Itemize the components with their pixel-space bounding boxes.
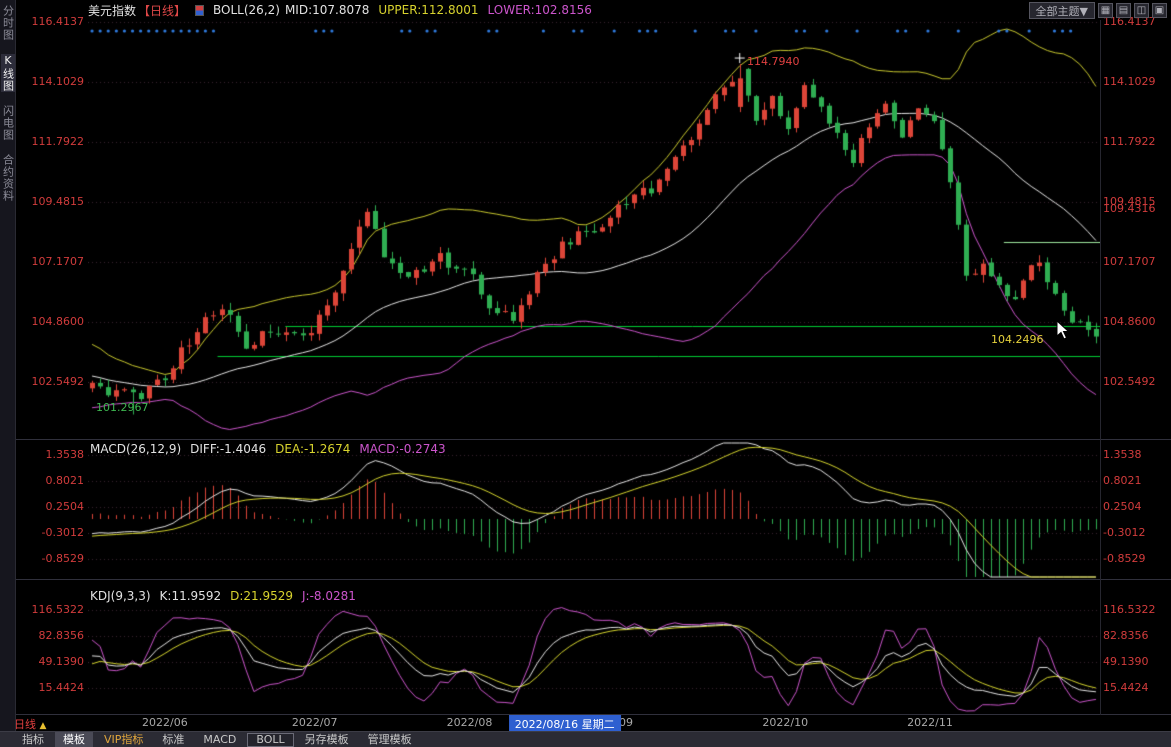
- tab-manage-template[interactable]: 管理模板: [367, 733, 412, 746]
- date-label: 2022/07: [291, 716, 338, 729]
- macd-value: MACD:-0.2743: [359, 442, 446, 456]
- crosshair-date-badge: 2022/08/16 星期二: [508, 715, 621, 733]
- price-axis-label: 111.7922: [31, 135, 85, 148]
- macd-axis-label: 0.2504: [45, 500, 85, 514]
- boll-upper-value: UPPER:112.8001: [378, 3, 479, 17]
- price-axis-label: 114.1029: [1103, 75, 1156, 88]
- kdj-chart-canvas[interactable]: [88, 580, 1100, 715]
- kdj-axis-label: 49.1390: [38, 654, 85, 668]
- sidebar-item-contract-info[interactable]: 合约资料: [1, 154, 15, 202]
- macd-axis-label: 0.8021: [1103, 474, 1142, 488]
- macd-axis-label: 1.3538: [1103, 448, 1142, 462]
- tab-template[interactable]: 模板: [55, 732, 93, 747]
- macd-params-label: MACD(26,12,9): [90, 442, 182, 456]
- tab-standard[interactable]: 标准: [162, 733, 185, 746]
- mouse-cursor: [1056, 320, 1070, 340]
- top-bar: 美元指数 【日线】 BOLL(26,2) MID:107.8078 UPPER:…: [88, 0, 592, 20]
- sidebar-item-flash-chart[interactable]: 闪电图: [1, 105, 15, 141]
- pane-separator: [16, 714, 1171, 715]
- price-chart-canvas[interactable]: [88, 20, 1100, 440]
- macd-axis-label: 1.3538: [45, 448, 85, 462]
- price-axis-label: 102.5492: [1103, 375, 1156, 388]
- macd-axis-label: 0.2504: [1103, 500, 1142, 514]
- macd-axis-label: -0.8529: [1103, 552, 1146, 566]
- price-axis-label: 104.8600: [31, 315, 85, 328]
- macd-chart-canvas[interactable]: [88, 440, 1100, 580]
- price-axis-label: 116.4137: [31, 15, 85, 28]
- tab-save-template[interactable]: 另存模板: [304, 733, 349, 746]
- sidebar-item-time-chart[interactable]: 分时图: [1, 5, 15, 41]
- tab-macd[interactable]: MACD: [203, 733, 237, 746]
- kdj-axis-label: 49.1390: [1103, 654, 1149, 668]
- sidebar-item-kline-chart[interactable]: K线图: [0, 54, 15, 92]
- theme-selector-button[interactable]: 全部主题▼: [1028, 2, 1095, 19]
- macd-axis-label: 0.8021: [45, 474, 85, 488]
- bottom-tab-bar: 指标 模板 VIP指标 标准 MACD BOLL 另存模板 管理模板: [0, 731, 1171, 747]
- kdj-axis-label: 15.4424: [1103, 680, 1149, 694]
- price-axis-label: 102.5492: [31, 375, 85, 388]
- timeline: 日线 ▲ 2022/08/16 星期二 2022/06 2022/07 2022/0…: [0, 715, 1171, 733]
- kdj-axis-label: 82.8356: [1103, 628, 1149, 642]
- macd-dea-value: DEA:-1.2674: [275, 442, 351, 456]
- layout-columns-icon[interactable]: ◫: [1134, 3, 1149, 18]
- kdj-axis-label: 82.8356: [38, 628, 85, 642]
- up-triangle-icon: ▲: [39, 721, 47, 731]
- price-axis-label: 109.4815: [1103, 195, 1156, 208]
- date-label: 2022/10: [762, 716, 809, 729]
- kdj-axis-label: 116.5322: [1103, 602, 1156, 616]
- macd-axis-label: -0.8529: [41, 552, 84, 566]
- symbol-title: 美元指数: [88, 3, 137, 18]
- tab-vip-indicators[interactable]: VIP指标: [104, 733, 144, 746]
- price-axis-label: 114.1029: [31, 75, 85, 88]
- kdj-k-value: K:11.9592: [159, 589, 222, 603]
- price-axis-label: 111.7922: [1103, 135, 1156, 148]
- layout-rows-icon[interactable]: ▤: [1116, 3, 1131, 18]
- macd-header: MACD(26,12,9) DIFF:-1.4046 DEA:-1.2674 M…: [90, 442, 446, 456]
- kdj-axis-label: 15.4424: [38, 680, 85, 694]
- period-indicator[interactable]: 日线 ▲: [14, 716, 46, 732]
- tab-boll[interactable]: BOLL: [247, 732, 294, 747]
- kdj-header: KDJ(9,3,3) K:11.9592 D:21.9529 J:-8.0281: [90, 589, 356, 603]
- kdj-j-value: J:-8.0281: [302, 589, 356, 603]
- price-axis-label: 104.8600: [1103, 315, 1156, 328]
- macd-diff-value: DIFF:-1.4046: [190, 442, 267, 456]
- kdj-params-label: KDJ(9,3,3): [90, 589, 151, 603]
- boll-mid-value: MID:107.8078: [284, 3, 370, 17]
- boll-params-label: BOLL(26,2): [213, 3, 280, 17]
- chart-type-icon: [195, 4, 205, 16]
- layout-grid-icon[interactable]: ▦: [1098, 3, 1113, 18]
- period-label: 日线: [14, 718, 36, 731]
- period-badge: 【日线】: [138, 3, 187, 18]
- kdj-axis-label: 116.5322: [31, 602, 85, 616]
- pane-separator: [16, 439, 1171, 440]
- window-controls: 全部主题▼ ▦ ▤ ◫ ▣: [1028, 2, 1167, 19]
- layout-single-icon[interactable]: ▣: [1152, 3, 1167, 18]
- price-axis-label: 107.1707: [1103, 255, 1156, 268]
- macd-axis-label: -0.3012: [41, 526, 84, 540]
- plot-right-border: [1100, 20, 1101, 715]
- tab-indicators[interactable]: 指标: [22, 733, 44, 746]
- price-axis-label: 107.1707: [31, 255, 85, 268]
- kdj-d-value: D:21.9529: [230, 589, 293, 603]
- price-axis-label: 109.4815: [31, 195, 85, 208]
- date-label: 2022/11: [907, 716, 953, 729]
- date-label: 2022/06: [142, 716, 188, 729]
- sidebar: 分时图 K线图闪电图合约资料: [0, 0, 16, 747]
- pane-separator: [16, 579, 1171, 580]
- date-label: 2022/08: [446, 716, 493, 729]
- macd-axis-label: -0.3012: [1103, 526, 1146, 540]
- boll-lower-value: LOWER:102.8156: [487, 3, 592, 17]
- alert-price-label: 109.4316: [1103, 202, 1156, 215]
